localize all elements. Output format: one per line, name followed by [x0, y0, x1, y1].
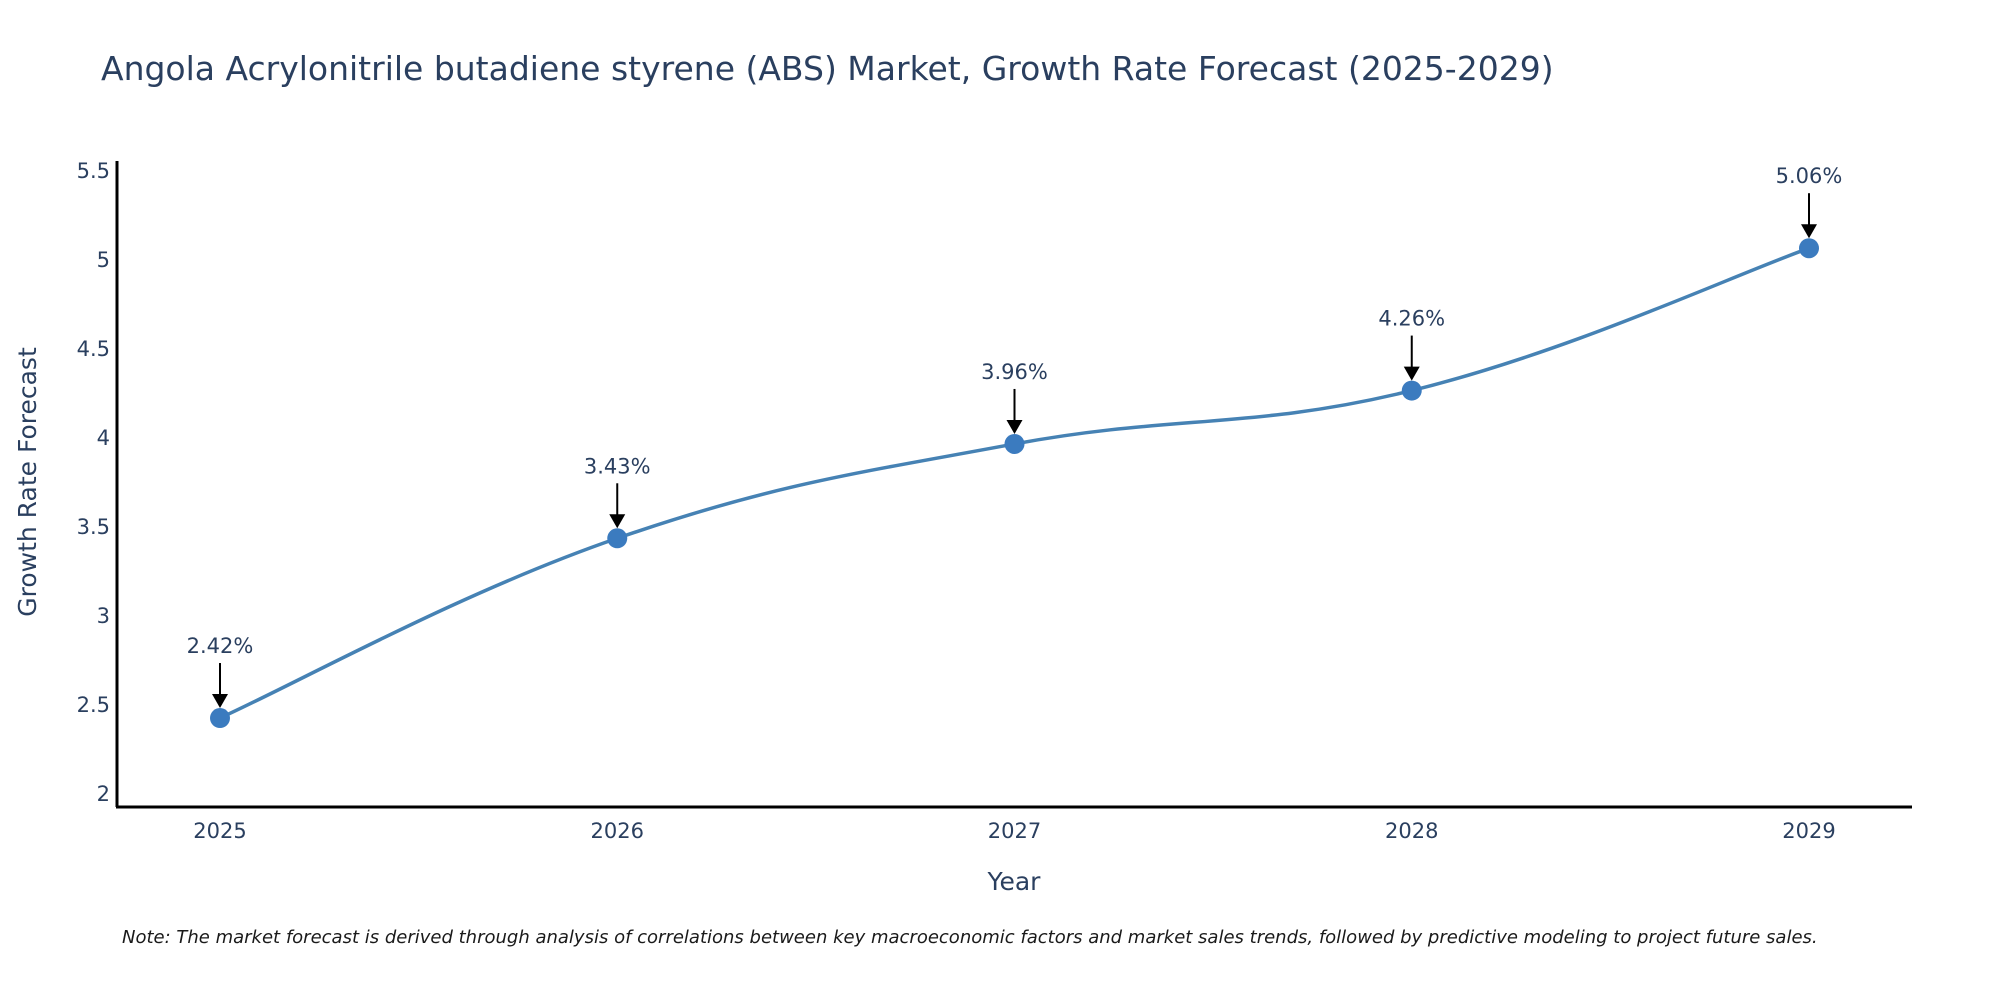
y-tick-label: 4	[97, 426, 110, 450]
series-line	[219, 246, 1810, 720]
data-point	[1004, 433, 1025, 454]
annotation-arrow-head	[609, 514, 626, 529]
data-label: 3.43%	[584, 454, 651, 478]
y-tick-label: 3.5	[77, 515, 110, 539]
data-point	[210, 708, 230, 729]
x-axis-title: Year	[987, 867, 1042, 896]
y-tick-label: 5.5	[77, 159, 110, 183]
data-point	[1799, 238, 1819, 259]
data-point	[607, 528, 628, 549]
x-tick-label: 2028	[1385, 819, 1438, 843]
annotation-arrow-head	[1403, 366, 1420, 381]
data-label: 2.42%	[187, 634, 254, 658]
data-label: 5.06%	[1776, 164, 1843, 188]
annotation-arrow-head	[1801, 224, 1817, 239]
data-point	[1401, 380, 1422, 401]
y-axis-ticks: 2 2.5 3 3.5 4 4.5 5 5.5	[77, 159, 110, 806]
data-label: 4.26%	[1378, 307, 1445, 331]
y-tick-label: 5	[97, 248, 110, 272]
annotation-arrow-head	[212, 694, 228, 709]
data-annotations: 2.42% 3.43% 3.96% 4.26% 5.06%	[187, 164, 1843, 709]
chart-note: Note: The market forecast is derived thr…	[122, 927, 1818, 948]
y-tick-label: 2.5	[77, 693, 110, 717]
data-markers	[210, 238, 1819, 729]
y-axis-title: Growth Rate Forecast	[13, 347, 42, 617]
x-tick-label: 2029	[1782, 819, 1835, 843]
y-tick-label: 3	[97, 604, 110, 628]
chart-title: Angola Acrylonitrile butadiene styrene (…	[101, 49, 1554, 88]
x-axis-ticks: 2025 2026 2027 2028 2029	[193, 819, 1835, 843]
data-label: 3.96%	[981, 360, 1048, 384]
y-tick-label: 4.5	[77, 337, 110, 361]
x-tick-label: 2025	[193, 819, 246, 843]
x-tick-label: 2027	[988, 819, 1041, 843]
x-tick-label: 2026	[591, 819, 644, 843]
y-tick-label: 2	[97, 782, 110, 806]
annotation-arrow-head	[1006, 419, 1023, 434]
